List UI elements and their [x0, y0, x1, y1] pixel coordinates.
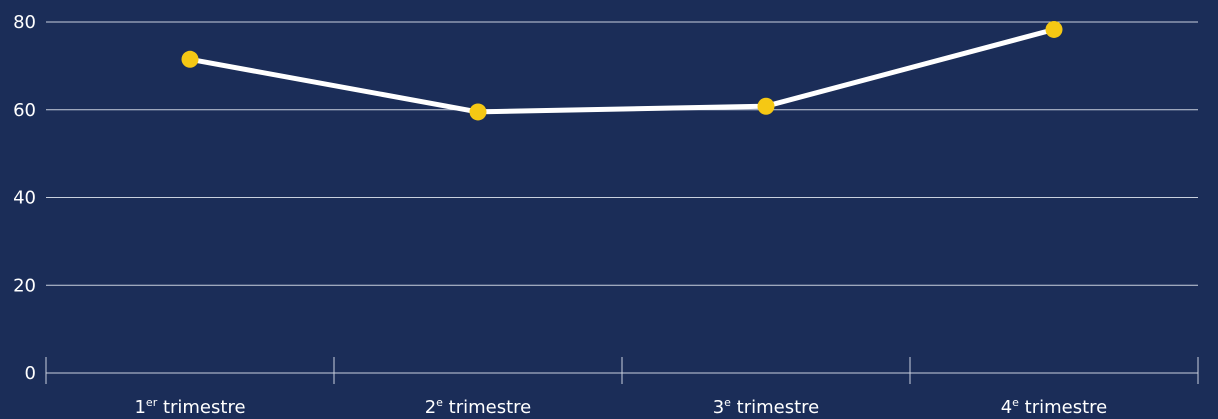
x-tick-label: 3e trimestre — [713, 396, 820, 418]
y-tick-label: 80 — [13, 12, 36, 33]
y-tick-label: 60 — [13, 100, 36, 121]
x-tick-label-number: 2 — [425, 397, 436, 418]
x-tick-label-superscript: er — [146, 396, 158, 409]
x-tick-label-text: trimestre — [731, 397, 819, 418]
series-layer — [181, 20, 1063, 121]
x-tick-labels: 1er trimestre 2e trimestre 3e trimestre 4e … — [134, 396, 1107, 418]
x-tick-label: 1er trimestre — [134, 396, 245, 418]
data-point — [757, 97, 775, 115]
x-axis — [45, 357, 1199, 384]
x-tick-label-superscript: e — [1012, 396, 1019, 409]
x-tick-label-number: 1 — [134, 397, 145, 418]
x-tick-label-number: 4 — [1001, 397, 1012, 418]
y-tick-label: 20 — [13, 275, 36, 296]
x-tick-label: 2e trimestre — [425, 396, 532, 418]
x-tick-label-text: trimestre — [443, 397, 531, 418]
y-tick-label: 0 — [25, 363, 36, 384]
x-tick-label: 4e trimestre — [1001, 396, 1108, 418]
x-tick-label-superscript: e — [724, 396, 731, 409]
series-line — [187, 27, 1057, 115]
y-tick-label: 40 — [13, 188, 36, 209]
x-tick-label-text: trimestre — [1019, 397, 1107, 418]
data-point — [469, 103, 487, 121]
x-tick-label-text: trimestre — [157, 397, 245, 418]
data-point — [1045, 20, 1063, 38]
x-tick-label-number: 3 — [713, 397, 724, 418]
data-point — [181, 50, 199, 68]
y-tick-labels: 0 20 40 60 80 — [13, 12, 36, 384]
x-tick-label-superscript: e — [436, 396, 443, 409]
